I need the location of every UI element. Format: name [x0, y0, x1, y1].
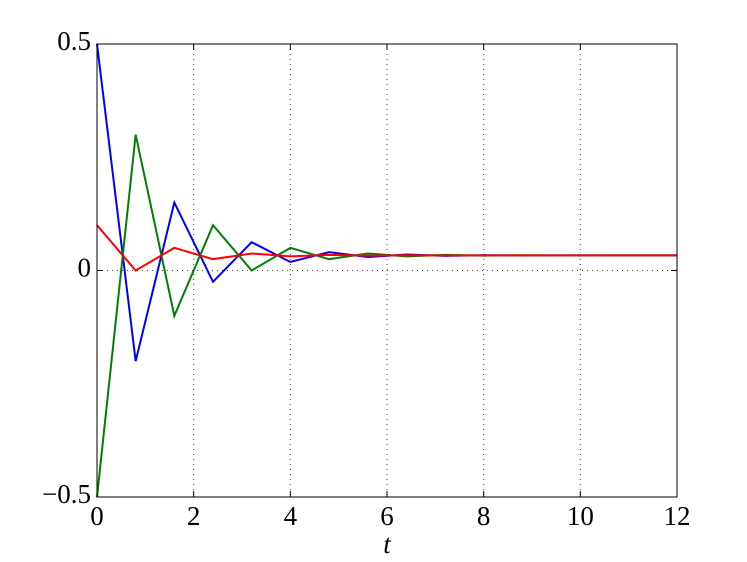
- plot-frame: [96, 43, 678, 498]
- line-series: [96, 224, 677, 272]
- x-tick-label: 10: [567, 501, 594, 531]
- x-tick-label: 6: [380, 501, 394, 531]
- x-tick-label: 12: [664, 501, 691, 531]
- line-series: [96, 134, 677, 498]
- x-axis-label: t: [383, 529, 392, 559]
- y-tick-label: 0: [78, 253, 92, 283]
- x-tick-label: 8: [477, 501, 491, 531]
- y-tick-label: −0.5: [42, 479, 91, 509]
- y-tick-label: 0.5: [57, 26, 91, 56]
- line-series: [96, 43, 677, 362]
- x-tick-label: 4: [284, 501, 298, 531]
- x-tick-label: 2: [187, 501, 201, 531]
- x-tick-label: 0: [90, 501, 104, 531]
